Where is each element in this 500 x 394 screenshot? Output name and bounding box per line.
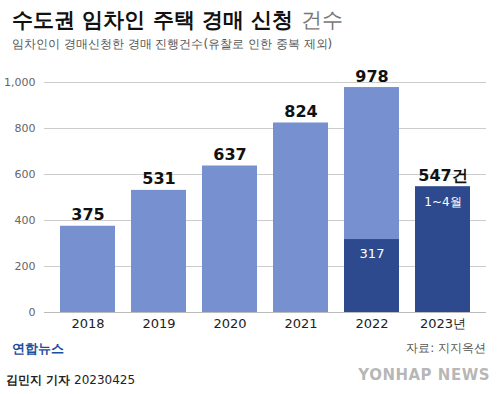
svg-text:637: 637 (213, 145, 246, 164)
svg-text:2018: 2018 (71, 316, 104, 331)
svg-text:824: 824 (284, 102, 317, 121)
svg-text:1~4월: 1~4월 (424, 195, 461, 209)
svg-text:2021: 2021 (284, 316, 317, 331)
svg-text:978: 978 (355, 67, 388, 86)
svg-text:400: 400 (15, 214, 36, 227)
svg-text:800: 800 (15, 122, 36, 135)
svg-text:317: 317 (360, 246, 385, 261)
svg-text:2019: 2019 (142, 316, 175, 331)
html-text:자료: 지지옥션: 자료: 지지옥션 (406, 341, 486, 355)
html-text:YONHAP NEWS: YONHAP NEWS (358, 366, 490, 384)
svg-text:531: 531 (142, 169, 175, 188)
svg-text:600: 600 (15, 168, 36, 181)
html-text:연합뉴스: 연합뉴스 (12, 341, 64, 356)
html-text:임차인이 경매신청한 경매 진행건수(유찰로 인한 중복 제: 임차인이 경매신청한 경매 진행건수(유찰로 인한 중복 제외) (12, 37, 333, 51)
svg-text:1,000: 1,000 (4, 76, 36, 89)
svg-text:2020: 2020 (213, 316, 246, 331)
html-text:김민지 기자20230425: 김민지 기자20230425 (6, 373, 136, 387)
svg-text:0: 0 (29, 306, 36, 319)
svg-text:2022: 2022 (355, 316, 388, 331)
html-text:수도권 임차인 주택 경매 신청건수: 수도권 임차인 주택 경매 신청건수 (12, 8, 343, 32)
svg-text:200: 200 (15, 260, 36, 273)
svg-text:2023년: 2023년 (420, 316, 466, 331)
svg-text:547건: 547건 (418, 166, 467, 185)
svg-text:375: 375 (71, 205, 104, 224)
